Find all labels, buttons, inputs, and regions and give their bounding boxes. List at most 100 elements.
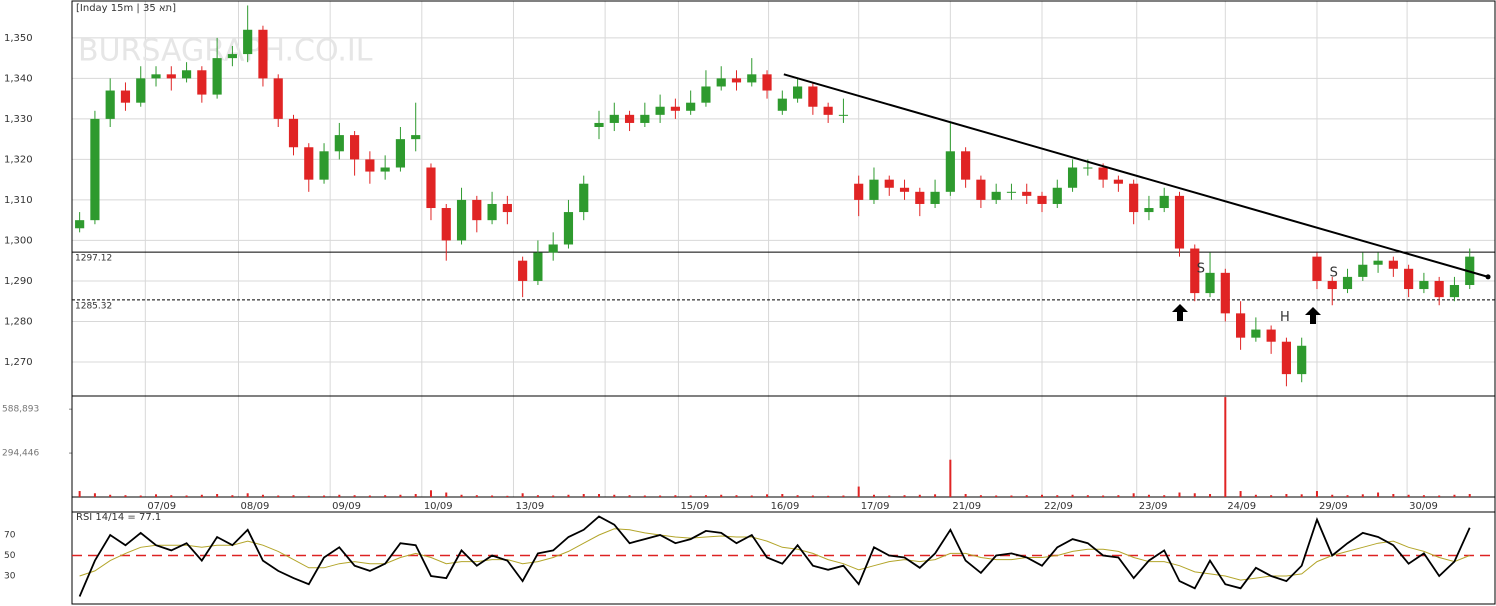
volume-bar: [1453, 494, 1456, 497]
x-tick-label: 23/09: [1139, 501, 1168, 512]
candle-body: [181, 70, 192, 79]
y-tick-label: 70: [4, 530, 16, 540]
volume-bar: [582, 494, 585, 497]
volume-bar: [766, 494, 769, 497]
candle-body: [915, 191, 925, 204]
candle-body: [808, 86, 818, 107]
candle-body: [1159, 195, 1169, 209]
volume-bar: [643, 495, 646, 497]
volume-bar: [1163, 495, 1166, 497]
x-tick-label: 13/09: [515, 501, 544, 512]
volume-bar: [1422, 495, 1425, 497]
candle-body: [563, 212, 574, 245]
candle-body: [441, 208, 451, 241]
candle-body: [838, 114, 849, 116]
volume-bar: [261, 494, 264, 497]
volume-bar: [1041, 494, 1044, 497]
volume-bar: [93, 493, 96, 497]
candle-body: [686, 102, 696, 111]
volume-bar: [353, 495, 356, 497]
candle-body: [1022, 191, 1032, 196]
candle-body: [1312, 256, 1322, 281]
volume-bar: [567, 494, 570, 497]
candle-body: [1251, 329, 1261, 338]
volume-bar: [246, 493, 249, 497]
volume-bar: [1102, 495, 1105, 497]
y-tick-label: 1,350: [4, 33, 33, 44]
candle-body: [151, 74, 161, 79]
candle-body: [1266, 329, 1276, 342]
candle-body: [1297, 345, 1307, 375]
candle-body: [869, 179, 879, 200]
volume-bar: [1209, 494, 1212, 497]
volume-bar: [231, 495, 234, 497]
candle-body: [1205, 272, 1215, 294]
candle-body: [105, 90, 115, 119]
candle-body: [1419, 280, 1429, 290]
volume-bar: [1224, 397, 1227, 497]
volume-bar: [323, 495, 326, 497]
x-tick-label: 07/09: [147, 501, 176, 512]
volume-bar: [292, 495, 295, 497]
volume-bar: [460, 494, 463, 497]
rsi-line: [78, 515, 1471, 597]
volume-bar: [124, 495, 127, 497]
candle-body: [731, 78, 742, 83]
volume-bar: [857, 486, 860, 497]
candle-body: [579, 183, 589, 213]
volume-bar: [445, 492, 448, 497]
volume-bar: [750, 495, 753, 497]
candle-body: [640, 114, 650, 123]
candle-body: [991, 191, 1001, 200]
volume-bar: [872, 494, 875, 497]
rsi-signal: [79, 528, 1470, 581]
volume-bar: [827, 495, 830, 497]
volume-bar: [1239, 491, 1242, 497]
candle-body: [762, 74, 772, 91]
volume-bar: [1377, 492, 1380, 497]
volume-bar: [536, 495, 539, 497]
candle-body: [1220, 272, 1230, 314]
candle-body: [227, 54, 237, 59]
volume-bar: [934, 494, 937, 497]
x-tick-label: 21/09: [952, 501, 981, 512]
volume-bar: [1285, 494, 1288, 497]
candle-body: [701, 86, 711, 103]
candle-body: [304, 147, 314, 180]
candle-body: [548, 244, 558, 253]
candle-body: [1083, 167, 1093, 169]
candle-body: [487, 203, 497, 221]
watermark: BURSAGRAPH.CO.IL: [78, 34, 373, 69]
y-tick-label: 1,340: [4, 73, 33, 84]
volume-bar: [1147, 494, 1150, 497]
y-tick-label: 1,320: [4, 154, 33, 165]
volume-bar: [1025, 495, 1028, 497]
candle-body: [1434, 280, 1444, 298]
volume-bar: [384, 495, 387, 497]
volume-bar: [781, 494, 784, 497]
candle-body: [1327, 280, 1337, 290]
candle-body: [288, 118, 299, 148]
panel: [71, 395, 1496, 498]
x-tick-label: 16/09: [771, 501, 800, 512]
volume-bar: [720, 494, 723, 497]
volume-bar: [1270, 495, 1273, 497]
volume-bar: [109, 494, 112, 497]
y-tick-label: 294,446: [2, 449, 39, 459]
level-label: 1297.12: [75, 254, 112, 264]
x-tick-label: 22/09: [1044, 501, 1073, 512]
volume-bar: [979, 495, 982, 497]
volume-bar: [1300, 494, 1303, 497]
trendline: [783, 73, 1489, 278]
candle-body: [793, 86, 803, 99]
volume-bar: [170, 495, 173, 497]
volume-bar: [1346, 495, 1349, 497]
candle-body: [1129, 183, 1139, 213]
volume-bar: [1086, 495, 1089, 497]
x-tick-label: 15/09: [680, 501, 709, 512]
volume-bar: [155, 494, 158, 497]
candle-body: [350, 135, 360, 160]
chart-header: [Inday 15m | 35 תא]: [76, 3, 176, 14]
candle-body: [747, 74, 757, 83]
volume-bar: [1132, 493, 1135, 497]
